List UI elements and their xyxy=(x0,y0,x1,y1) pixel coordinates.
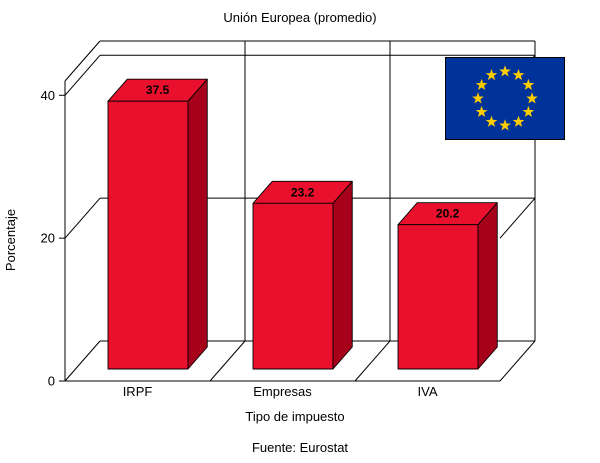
y-tick-label: 0 xyxy=(48,374,55,389)
flag-star xyxy=(499,65,511,77)
bar-side-face xyxy=(477,202,498,370)
bar-value-label: 20.2 xyxy=(436,207,460,221)
bar-front-face xyxy=(252,202,334,370)
box-edge-bottom-left xyxy=(64,340,101,382)
flag-star xyxy=(526,92,538,104)
flag-star xyxy=(475,78,488,91)
category-label: IVA xyxy=(418,384,438,399)
chart-title: Unión Europea (promedio) xyxy=(223,10,376,25)
y-axis-label: Porcentaje xyxy=(3,209,18,271)
bar-empresas: 23.2 xyxy=(252,180,353,370)
plot-area: 0 20 40 37.5 IRPF 23.2 Empresas 20.2 IVA xyxy=(41,40,536,399)
flag-star xyxy=(499,119,511,131)
y-gridline-right-wall xyxy=(499,197,536,239)
bar-irpf: 37.5 xyxy=(107,78,208,370)
y-tick-label: 20 xyxy=(41,231,55,246)
x-gridline-floor xyxy=(354,340,391,382)
bar-side-face xyxy=(332,180,353,370)
source-caption: Fuente: Eurostat xyxy=(252,440,348,455)
bar-iva: 20.2 xyxy=(397,202,498,370)
bar-value-label: 23.2 xyxy=(291,185,315,199)
bar-front-face xyxy=(107,100,189,370)
box-edge-bottom-right xyxy=(499,340,536,382)
eu-flag xyxy=(445,57,565,140)
category-label: IRPF xyxy=(123,384,153,399)
category-label: Empresas xyxy=(253,384,312,399)
flag-star xyxy=(512,68,525,81)
x-gridline-floor xyxy=(209,340,246,382)
x-axis-label: Tipo de impuesto xyxy=(245,409,344,424)
flag-star xyxy=(485,68,498,81)
bar-front-face xyxy=(397,224,479,370)
flag-star xyxy=(522,78,535,91)
y-tick-label: 40 xyxy=(41,88,55,103)
bar-value-label: 37.5 xyxy=(146,83,170,97)
box-edge-top-left xyxy=(64,40,101,82)
flag-star xyxy=(472,92,484,104)
y-gridline-left-wall xyxy=(64,54,101,96)
bar-side-face xyxy=(187,78,208,370)
y-gridline-left-wall xyxy=(64,197,101,239)
flag-star xyxy=(522,105,535,118)
flag-star xyxy=(512,115,525,127)
flag-star xyxy=(475,105,488,118)
flag-star xyxy=(485,115,498,127)
